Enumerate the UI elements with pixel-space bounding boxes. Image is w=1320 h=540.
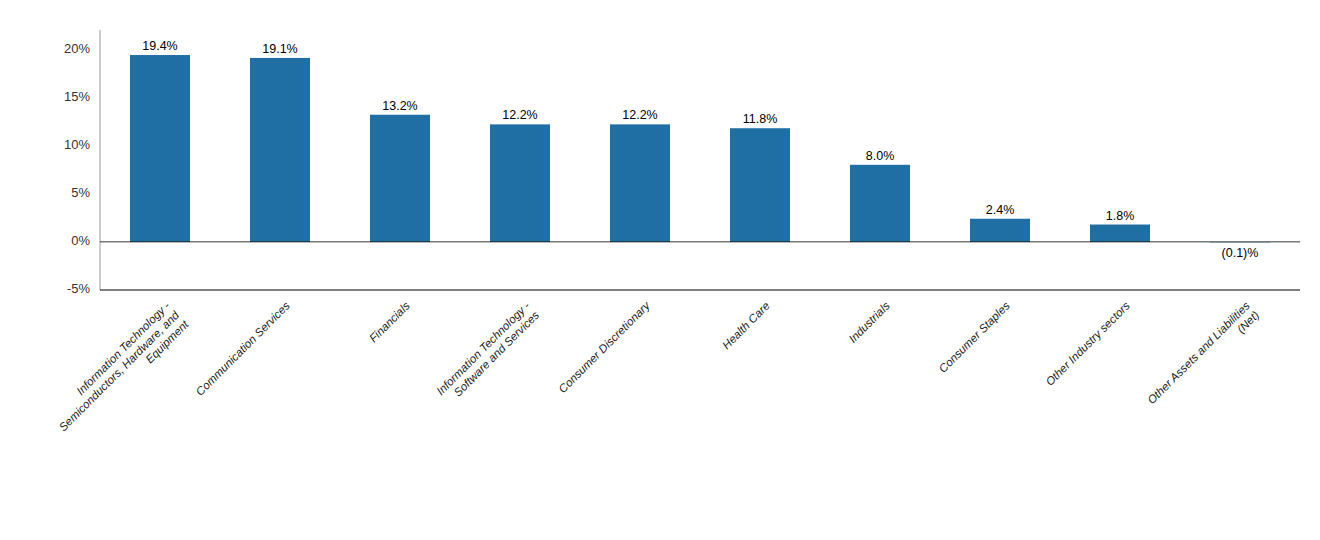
- bar: [370, 115, 430, 242]
- y-tick-label: -5%: [67, 281, 91, 296]
- bar: [490, 124, 550, 241]
- data-label: 1.8%: [1106, 209, 1135, 223]
- data-label: 12.2%: [502, 108, 537, 122]
- data-label: 2.4%: [986, 203, 1015, 217]
- data-label: 12.2%: [622, 108, 657, 122]
- x-tick-label: Information Technology -Semiconductors, …: [47, 299, 191, 443]
- x-axis-line: [100, 289, 1300, 290]
- x-tick-label: Other Industry sectors: [1043, 299, 1132, 388]
- data-label: 19.1%: [262, 42, 297, 56]
- data-label: 11.8%: [743, 112, 778, 126]
- x-tick-label: Health Care: [720, 299, 772, 351]
- y-tick-label: 10%: [64, 137, 90, 152]
- x-axis: Information Technology -Semiconductors, …: [47, 299, 1261, 443]
- bar: [850, 165, 910, 242]
- x-tick-label: Other Assets and Liabilities(Net): [1145, 299, 1261, 415]
- bar: [970, 219, 1030, 242]
- bar: [730, 128, 790, 242]
- bar: [130, 55, 190, 242]
- x-tick-label: Information Technology -Software and Ser…: [434, 299, 541, 406]
- data-labels: 19.4% 19.1% 13.2% 12.2% 12.2% 11.8% 8.0% 2.4% 1.…: [142, 39, 1258, 260]
- x-tick-label: Consumer Staples: [937, 299, 1013, 375]
- y-tick-label: 20%: [64, 41, 90, 56]
- zero-line: [100, 241, 1300, 242]
- bar: [1090, 225, 1150, 242]
- y-tick-label: 15%: [64, 89, 90, 104]
- chart: -5% 0% 5% 10% 15% 20% 19.4% 19.1% 13.2% 12.2% 12.2…: [0, 0, 1320, 540]
- x-tick-label: Industrials: [846, 299, 892, 345]
- y-axis: -5% 0% 5% 10% 15% 20%: [64, 30, 100, 296]
- data-label: 8.0%: [866, 149, 895, 163]
- bar: [610, 124, 670, 241]
- x-tick-label: Communication Services: [193, 299, 292, 398]
- bar: [250, 58, 310, 242]
- bars: [130, 55, 1270, 243]
- y-axis-line: [100, 30, 101, 290]
- y-tick-label: 0%: [71, 233, 90, 248]
- x-tick-label: Financials: [367, 299, 412, 344]
- data-label: (0.1)%: [1222, 246, 1259, 260]
- y-tick-label: 5%: [71, 185, 90, 200]
- x-tick-label: Consumer Discretionary: [556, 299, 653, 396]
- data-label: 13.2%: [382, 99, 417, 113]
- data-label: 19.4%: [142, 39, 177, 53]
